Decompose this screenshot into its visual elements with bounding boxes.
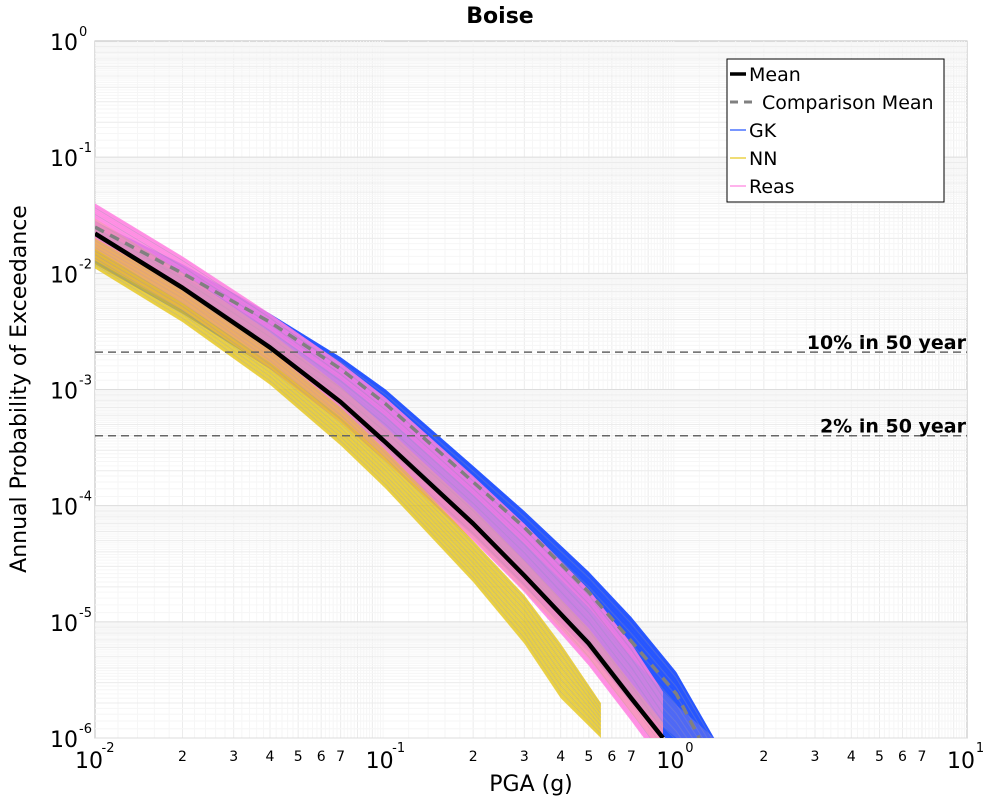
- band-streak-reas: [95, 216, 664, 709]
- y-tick-label: 10: [50, 263, 78, 288]
- band-streak-nn: [95, 250, 602, 719]
- x-axis-label: PGA (g): [489, 772, 573, 797]
- band-streak-nn: [95, 242, 602, 709]
- y-tick-exponent: 0: [79, 25, 87, 40]
- x-minor-tick-label: 3: [520, 749, 529, 765]
- band-streak-nn: [95, 251, 602, 720]
- band-streak-reas: [95, 231, 664, 729]
- mean-curves: [95, 225, 701, 738]
- band-streak-nn: [95, 257, 602, 727]
- series-line-comparison-mean: [95, 225, 701, 738]
- band-streak-nn: [95, 254, 602, 723]
- band-streak-reas: [95, 213, 664, 706]
- band-streak-nn: [95, 264, 602, 735]
- legend: Mean Comparison Mean GK NN Reas: [726, 58, 945, 203]
- y-tick-label: 10: [50, 380, 78, 405]
- legend-label-reas: Reas: [749, 176, 795, 198]
- reference-line-label: 2% in 50 year: [820, 416, 967, 438]
- x-minor-tick-label: 3: [229, 749, 238, 765]
- band-streak-nn: [95, 244, 602, 712]
- band-streak-reas: [95, 211, 664, 704]
- legend-label-nn: NN: [749, 148, 777, 170]
- legend-label-mean: Mean: [749, 64, 801, 86]
- x-tick-label: 10: [656, 749, 684, 774]
- x-minor-tick-label: 7: [627, 749, 636, 765]
- y-tick-exponent: -2: [79, 257, 92, 272]
- legend-box: [726, 58, 945, 203]
- band-streak-reas: [95, 229, 664, 726]
- x-tick-exponent: -1: [392, 741, 405, 756]
- band-streak-reas: [95, 218, 664, 712]
- band-streak-nn: [95, 248, 602, 716]
- band-streak-nn: [95, 255, 602, 724]
- band-streak-nn: [95, 241, 602, 708]
- band-streak-nn: [95, 261, 602, 731]
- x-minor-tick-label: 2: [759, 749, 768, 765]
- x-tick-label: 10: [947, 749, 975, 774]
- x-minor-tick-label: 7: [918, 749, 927, 765]
- y-tick-exponent: -4: [79, 490, 92, 505]
- x-minor-tick-label: 7: [336, 749, 345, 765]
- y-tick-exponent: -6: [79, 722, 92, 737]
- y-tick-label: 10: [50, 31, 78, 56]
- band-streak-nn: [95, 243, 602, 711]
- x-minor-tick-label: 6: [607, 749, 616, 765]
- band-streak-nn: [95, 256, 602, 725]
- series-line-mean: [95, 231, 665, 738]
- band-streak-reas: [95, 224, 664, 720]
- band-streak-nn: [95, 249, 602, 717]
- band-streak-nn: [95, 246, 602, 713]
- x-tick-exponent: -2: [102, 741, 115, 756]
- y-tick-label: 10: [50, 496, 78, 521]
- x-minor-tick-label: 4: [266, 749, 275, 765]
- y-axis-label: Annual Probability of Exceedance: [7, 205, 32, 573]
- x-tick-exponent: 1: [976, 741, 984, 756]
- y-tick-label: 10: [50, 728, 78, 753]
- band-streak-nn: [95, 247, 602, 715]
- x-minor-tick-label: 5: [584, 749, 593, 765]
- band-streak-nn: [95, 265, 602, 736]
- y-tick-label: 10: [50, 612, 78, 637]
- band-streak-reas: [95, 220, 664, 715]
- band-streak-nn: [95, 260, 602, 729]
- y-tick-label: 10: [50, 147, 78, 172]
- band-streak-reas: [95, 222, 664, 717]
- band-streak-reas: [95, 227, 664, 723]
- x-minor-tick-label: 2: [178, 749, 187, 765]
- reference-line-label: 10% in 50 year: [807, 332, 967, 354]
- legend-label-comparison-mean: Comparison Mean: [762, 92, 934, 114]
- chart-title: Boise: [466, 4, 533, 29]
- x-minor-tick-label: 5: [875, 749, 884, 765]
- band-streak-nn: [95, 262, 602, 732]
- band-nn: [95, 238, 601, 738]
- band-streak-reas: [95, 205, 664, 695]
- x-minor-tick-label: 5: [294, 749, 303, 765]
- band-streak-reas: [95, 233, 664, 731]
- legend-label-gk: GK: [749, 120, 777, 142]
- x-minor-tick-label: 4: [556, 749, 565, 765]
- band-streak-nn: [95, 240, 602, 706]
- band-streak-nn: [95, 258, 602, 728]
- x-minor-tick-label: 2: [469, 749, 478, 765]
- y-tick-exponent: -3: [79, 374, 92, 389]
- x-tick-exponent: 0: [685, 741, 693, 756]
- reference-lines: 10% in 50 year 2% in 50 year: [95, 332, 967, 438]
- band-streak-nn: [95, 253, 602, 721]
- x-tick-label: 10: [75, 749, 103, 774]
- band-streak-nn: [95, 263, 602, 733]
- x-minor-tick-label: 3: [811, 749, 820, 765]
- y-tick-exponent: -5: [79, 606, 92, 621]
- x-tick-label: 10: [366, 749, 394, 774]
- y-tick-exponent: -1: [79, 141, 92, 156]
- x-minor-tick-label: 6: [898, 749, 907, 765]
- x-minor-tick-label: 6: [317, 749, 326, 765]
- x-minor-tick-label: 4: [847, 749, 856, 765]
- band-streak-nn: [95, 267, 602, 737]
